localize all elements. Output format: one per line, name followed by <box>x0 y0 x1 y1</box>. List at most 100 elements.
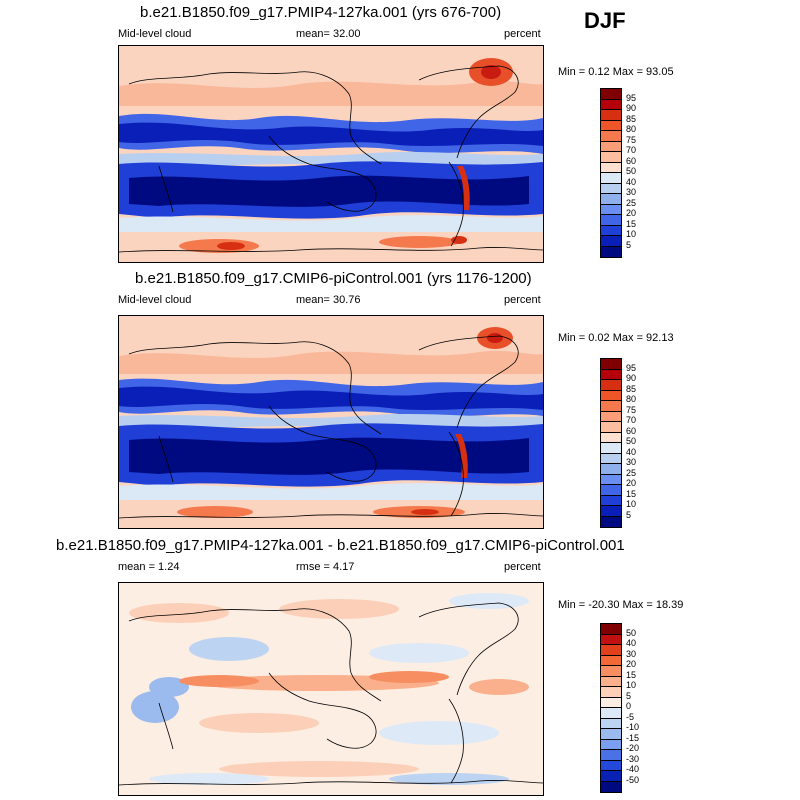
panel3-colorbar-swatch <box>601 781 621 792</box>
panel1-colorbar-swatch <box>601 152 621 163</box>
panel3-colorbar-tick-label: -10 <box>626 722 640 732</box>
panel2-colorbar-swatch <box>601 359 621 370</box>
panel1-colorbar-swatch <box>601 141 621 152</box>
panel1-units: percent <box>504 28 541 40</box>
panel3-colorbar-tick-label: -40 <box>626 764 640 774</box>
panel1-colorbar <box>600 88 622 258</box>
panel3-mean: mean = 1.24 <box>118 561 180 573</box>
panel2-colorbar-tick-label: 15 <box>626 488 637 499</box>
panel3-colorbar-tick-label: 40 <box>626 638 637 648</box>
panel3-colorbar-swatch <box>601 760 621 771</box>
panel2-colorbar-swatch <box>601 369 621 380</box>
panel3-colorbar-tick-label: 5 <box>626 690 632 701</box>
panel2-colorbar-swatch <box>601 464 621 475</box>
panel2-colorbar-swatch <box>601 422 621 433</box>
panel3-colorbar-tick-label: -5 <box>626 711 635 722</box>
panel2-colorbar-swatch <box>601 485 621 496</box>
panel3-colorbar-swatch <box>601 645 621 656</box>
panel2-colorbar <box>600 358 622 528</box>
panel1-colorbar-tick-label: 25 <box>626 197 637 208</box>
panel2-map <box>118 315 544 529</box>
panel2-colorbar-tick-label: 50 <box>626 436 637 446</box>
panel3-colorbar-tick-label: -20 <box>626 743 640 753</box>
panel1-mean: mean= 32.00 <box>296 28 361 40</box>
panel3-colorbar-tick-label: 0 <box>626 701 632 711</box>
panel3-colorbar-swatch <box>601 750 621 761</box>
panel1-colorbar-tick-label: 90 <box>626 103 637 113</box>
panel1-colorbar-tick-label: 75 <box>626 134 637 145</box>
panel2-colorbar-swatch <box>601 495 621 506</box>
panel2-colorbar-tick-label: 80 <box>626 394 637 404</box>
panel2-colorbar-swatch <box>601 411 621 422</box>
panel1-colorbar-tick-label: 20 <box>626 208 637 218</box>
panel2-colorbar-tick-label: 40 <box>626 446 637 457</box>
panel2-colorbar-swatch <box>601 474 621 485</box>
panel1-title: b.e21.B1850.f09_g17.PMIP4-127ka.001 (yrs… <box>140 4 502 21</box>
panel1-colorbar-swatch <box>601 204 621 215</box>
panel2-units: percent <box>504 294 541 306</box>
panel1-colorbar-swatch <box>601 173 621 184</box>
panel2-colorbar-tick-label: 95 <box>626 362 637 373</box>
panel1-colorbar-swatch <box>601 89 621 100</box>
panel1-colorbar-swatch <box>601 246 621 257</box>
panel3-colorbar-tick-label: -50 <box>626 774 640 785</box>
panel2-colorbar-swatch <box>601 390 621 401</box>
panel2-colorbar-swatch <box>601 432 621 443</box>
panel1-colorbar-swatch <box>601 225 621 236</box>
panel1-colorbar-tick-label: 70 <box>626 145 637 155</box>
panel1-colorbar-swatch <box>601 131 621 142</box>
panel1-colorbar-tick-label: 15 <box>626 218 637 229</box>
panel3-colorbar-tick-label: 30 <box>626 648 637 659</box>
panel1-colorbar-tick-label: 5 <box>626 239 632 250</box>
panel3-colorbar-swatch <box>601 687 621 698</box>
panel3-colorbar-tick-label: 10 <box>626 680 637 690</box>
panel2-minmax: Min = 0.02 Max = 92.13 <box>558 332 674 344</box>
panel3-title: b.e21.B1850.f09_g17.PMIP4-127ka.001 - b.… <box>56 537 625 554</box>
panel3-colorbar-tick-label: -15 <box>626 732 640 743</box>
panel3-colorbar-swatch <box>601 739 621 750</box>
panel2-title: b.e21.B1850.f09_g17.CMIP6-piControl.001 … <box>135 270 532 287</box>
panel1-variable-label: Mid-level cloud <box>118 28 192 40</box>
panel1-colorbar-tick-label: 80 <box>626 124 637 134</box>
panel2-colorbar-swatch <box>601 401 621 412</box>
panel2-colorbar-tick-label: 5 <box>626 509 632 520</box>
panel2-colorbar-tick-label: 90 <box>626 373 637 383</box>
panel2-colorbar-swatch <box>601 380 621 391</box>
season-label: DJF <box>584 8 626 33</box>
panel2-mean: mean= 30.76 <box>296 294 361 306</box>
panel1-colorbar-swatch <box>601 110 621 121</box>
panel2-colorbar-swatch <box>601 443 621 454</box>
panel3-colorbar-swatch <box>601 697 621 708</box>
panel1-colorbar-tick-label: 60 <box>626 155 637 166</box>
panel3-colorbar-swatch <box>601 634 621 645</box>
panel1-colorbar-swatch <box>601 162 621 173</box>
panel3-colorbar-swatch <box>601 655 621 666</box>
panel2-variable-label: Mid-level cloud <box>118 294 192 306</box>
panel1-colorbar-swatch <box>601 215 621 226</box>
panel3-colorbar-tick-label: 20 <box>626 659 637 669</box>
panel1-colorbar-tick-label: 85 <box>626 113 637 124</box>
panel3-minmax: Min = -20.30 Max = 18.39 <box>558 599 684 611</box>
panel1-colorbar-tick-label: 40 <box>626 176 637 187</box>
panel2-colorbar-swatch <box>601 516 621 527</box>
panel1-colorbar-swatch <box>601 183 621 194</box>
panel1-colorbar-tick-label: 10 <box>626 229 637 239</box>
panel3-colorbar-swatch <box>601 771 621 782</box>
panel3-colorbar-swatch <box>601 676 621 687</box>
panel3-rmse: rmse = 4.17 <box>296 561 355 573</box>
panel1-colorbar-swatch <box>601 120 621 131</box>
panel2-colorbar-swatch <box>601 506 621 517</box>
panel2-colorbar-tick-label: 20 <box>626 478 637 488</box>
panel3-colorbar-swatch <box>601 729 621 740</box>
panel1-map <box>118 45 544 263</box>
panel1-colorbar-swatch <box>601 194 621 205</box>
panel2-colorbar-tick-label: 70 <box>626 415 637 425</box>
panel2-colorbar-tick-label: 30 <box>626 457 637 467</box>
panel3-colorbar-tick-label: 50 <box>626 627 637 638</box>
panel2-colorbar-tick-label: 75 <box>626 404 637 415</box>
panel3-colorbar-tick-label: 15 <box>626 669 637 680</box>
panel1-colorbar-swatch <box>601 99 621 110</box>
panel3-colorbar-swatch <box>601 708 621 719</box>
panel2-colorbar-tick-label: 10 <box>626 499 637 509</box>
panel1-colorbar-tick-label: 95 <box>626 92 637 103</box>
